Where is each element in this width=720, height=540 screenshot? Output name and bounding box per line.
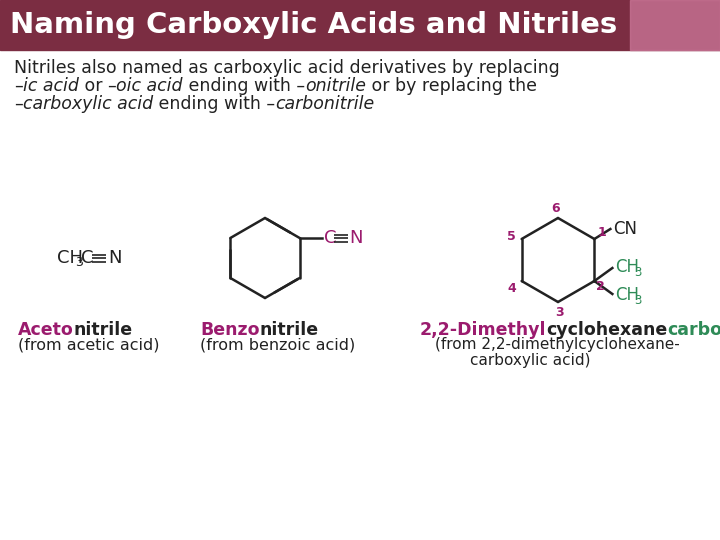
Text: Naming Carboxylic Acids and Nitriles: Naming Carboxylic Acids and Nitriles bbox=[10, 11, 617, 39]
Text: carbonitrile: carbonitrile bbox=[667, 321, 720, 339]
Text: CH: CH bbox=[616, 258, 639, 276]
Text: 2: 2 bbox=[596, 280, 605, 294]
Bar bbox=[0, 0, 720, 50]
Text: cyclohexane: cyclohexane bbox=[546, 321, 667, 339]
Text: nitrile: nitrile bbox=[259, 321, 319, 339]
Text: (from 2,2-dimethylcyclohexane-: (from 2,2-dimethylcyclohexane- bbox=[435, 338, 680, 353]
Text: N: N bbox=[350, 229, 363, 247]
Text: Aceto: Aceto bbox=[18, 321, 73, 339]
Text: 3: 3 bbox=[634, 266, 642, 279]
Text: 1: 1 bbox=[598, 226, 607, 240]
Text: carbonitrile: carbonitrile bbox=[275, 95, 374, 113]
Text: ending with –: ending with – bbox=[183, 77, 305, 95]
Text: oic acid: oic acid bbox=[117, 77, 183, 95]
Text: C: C bbox=[324, 229, 336, 247]
Text: onitrile: onitrile bbox=[305, 77, 366, 95]
Text: (from acetic acid): (from acetic acid) bbox=[18, 338, 160, 353]
Text: 6: 6 bbox=[552, 201, 560, 214]
Text: CN: CN bbox=[613, 220, 637, 238]
Text: 4: 4 bbox=[508, 282, 516, 295]
Text: 2,2-Dimethyl: 2,2-Dimethyl bbox=[420, 321, 546, 339]
Text: CH: CH bbox=[616, 286, 639, 304]
Text: 5: 5 bbox=[508, 231, 516, 244]
Text: ic acid: ic acid bbox=[23, 77, 78, 95]
Text: carboxylic acid): carboxylic acid) bbox=[470, 353, 590, 368]
Text: nitrile: nitrile bbox=[73, 321, 133, 339]
Text: 3: 3 bbox=[556, 306, 564, 319]
Text: C: C bbox=[81, 249, 94, 267]
Text: or by replacing the: or by replacing the bbox=[366, 77, 537, 95]
Text: (from benzoic acid): (from benzoic acid) bbox=[200, 338, 355, 353]
Text: CH: CH bbox=[57, 249, 83, 267]
Text: –: – bbox=[14, 95, 23, 113]
Text: carboxylic acid: carboxylic acid bbox=[23, 95, 153, 113]
Text: Nitriles also named as carboxylic acid derivatives by replacing: Nitriles also named as carboxylic acid d… bbox=[14, 59, 559, 77]
Text: –: – bbox=[14, 77, 23, 95]
Text: or –: or – bbox=[78, 77, 117, 95]
Text: 3: 3 bbox=[75, 256, 83, 269]
Text: Benzo: Benzo bbox=[200, 321, 259, 339]
Text: 3: 3 bbox=[634, 294, 642, 307]
Text: N: N bbox=[108, 249, 122, 267]
Text: ending with –: ending with – bbox=[153, 95, 275, 113]
Bar bbox=[630, 0, 720, 50]
